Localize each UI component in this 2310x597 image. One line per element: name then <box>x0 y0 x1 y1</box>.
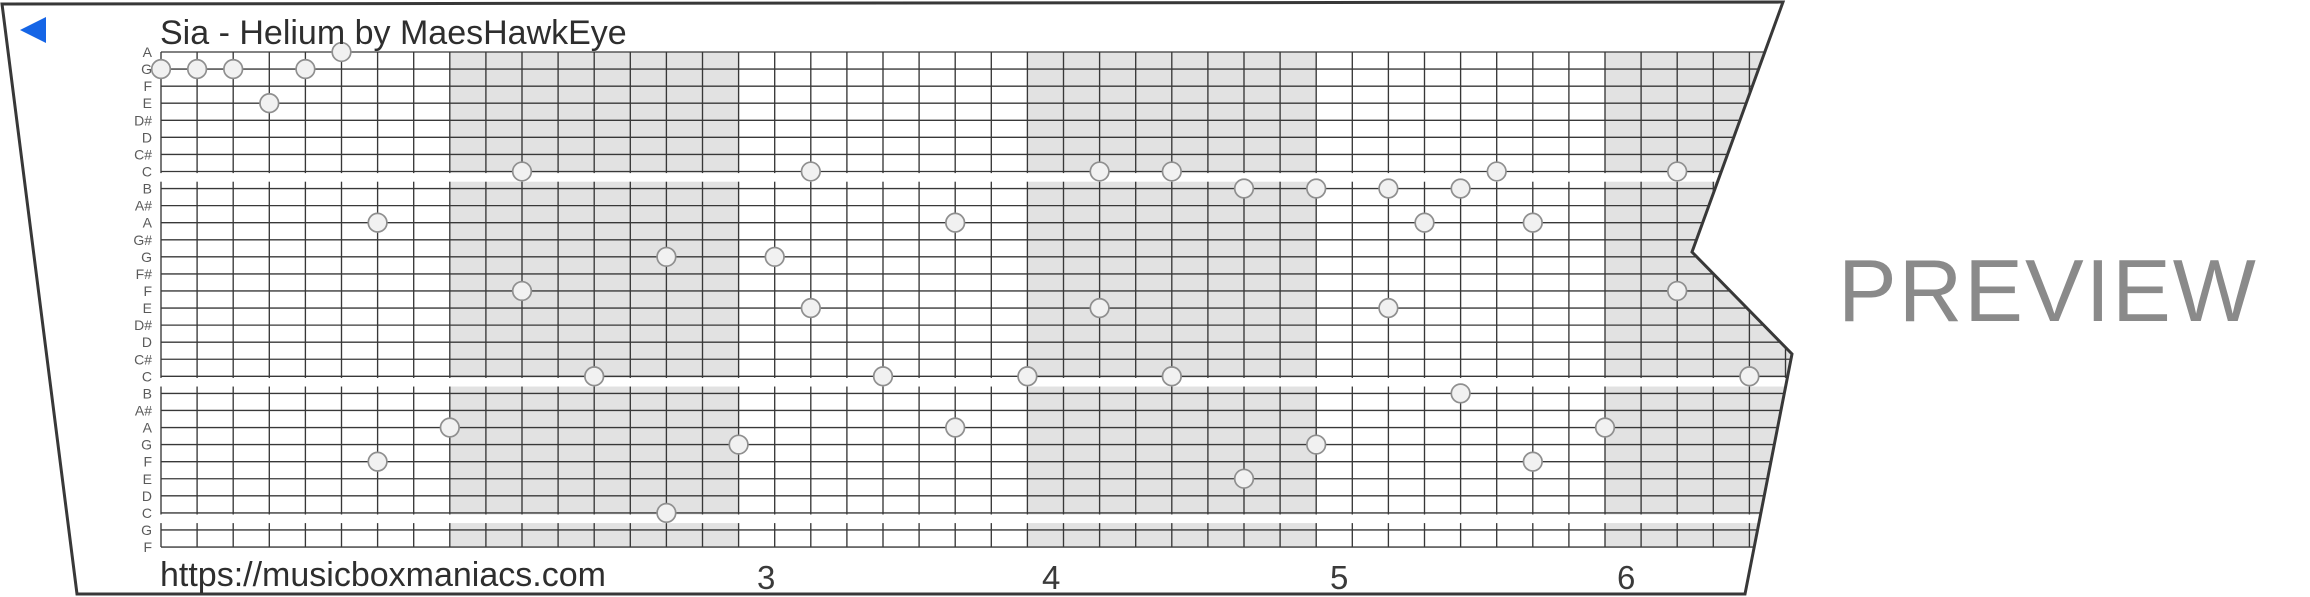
strip-paper <box>2 2 1792 594</box>
preview-watermark: PREVIEW <box>1838 241 2258 340</box>
note-f <box>511 280 533 302</box>
note-c <box>1667 161 1688 182</box>
row-label-c: C <box>142 505 152 521</box>
note-g <box>1306 434 1327 455</box>
row-label-d#: D# <box>134 317 152 333</box>
note-g <box>728 434 749 455</box>
row-label-d: D <box>142 334 152 350</box>
c-row-band <box>159 514 1792 524</box>
row-label-f: F <box>143 78 152 94</box>
row-label-e: E <box>143 95 152 111</box>
note-b <box>1450 178 1471 199</box>
c-row-band <box>159 377 1792 387</box>
note-a <box>945 212 966 233</box>
note-b <box>1306 178 1327 199</box>
note-c <box>1017 366 1038 387</box>
row-label-f: F <box>143 454 152 470</box>
strip-grid <box>2 2 1792 594</box>
note-c <box>584 366 605 387</box>
note-e <box>1378 297 1399 319</box>
note-g <box>295 58 316 80</box>
note-c <box>1089 161 1110 182</box>
note-c <box>800 161 821 182</box>
row-label-g#: G# <box>133 232 152 248</box>
row-label-c#: C# <box>134 351 152 367</box>
note-c <box>1161 366 1182 387</box>
row-label-b: B <box>143 385 152 401</box>
note-a <box>367 212 388 233</box>
note-a <box>945 417 966 438</box>
note-a <box>1414 212 1435 233</box>
note-e <box>1233 468 1255 489</box>
row-label-c: C <box>142 163 152 179</box>
melody-title: Sia - Helium by MaesHawkEye <box>160 14 627 52</box>
note-c <box>656 502 677 524</box>
measure-numbers: 3 4 5 6 <box>757 559 1635 596</box>
row-label-g: G <box>141 437 152 453</box>
measure-number-4: 4 <box>1042 559 1060 596</box>
note-c <box>1739 366 1760 387</box>
measure-number-3: 3 <box>757 559 775 596</box>
row-label-e: E <box>143 300 152 316</box>
row-label-d#: D# <box>134 112 152 128</box>
row-label-d: D <box>142 488 152 504</box>
site-url: https://musicboxmaniacs.com <box>160 556 606 594</box>
note-a <box>1522 212 1543 233</box>
row-label-f: F <box>143 283 152 299</box>
note-b <box>1378 178 1399 199</box>
row-label-a#: A# <box>135 198 152 214</box>
note-e <box>800 297 821 319</box>
row-label-e: E <box>143 471 152 487</box>
row-label-g: G <box>141 249 152 265</box>
measure-number-6: 6 <box>1617 559 1635 596</box>
note-e <box>1089 297 1110 319</box>
measure-number-5: 5 <box>1330 559 1348 596</box>
note-f <box>1522 451 1543 472</box>
row-label-a: A <box>143 420 153 436</box>
note-b <box>1450 383 1471 404</box>
row-label-g: G <box>141 61 152 77</box>
note-c <box>511 161 533 182</box>
row-label-d: D <box>142 129 152 145</box>
row-label-b: B <box>143 181 152 197</box>
note-g <box>764 246 785 267</box>
note-g <box>186 58 208 80</box>
note-c <box>1161 161 1182 182</box>
note-c <box>1486 161 1507 182</box>
note-f <box>1667 280 1688 302</box>
note-a <box>331 41 352 63</box>
row-label-a: A <box>143 215 153 231</box>
note-g <box>656 246 677 267</box>
row-label-a#: A# <box>135 402 152 418</box>
play-direction-icon <box>20 17 46 43</box>
note-f <box>367 451 388 472</box>
row-label-a: A <box>143 44 153 60</box>
row-label-g: G <box>141 522 152 538</box>
note-b <box>1233 178 1255 199</box>
note-e <box>259 93 280 114</box>
note-a <box>439 417 460 438</box>
note-a <box>1594 417 1616 438</box>
note-c <box>872 366 894 387</box>
row-label-c: C <box>142 368 152 384</box>
note-g <box>223 58 244 80</box>
note-g <box>150 58 172 80</box>
strip-outline <box>0 0 1794 596</box>
row-label-c#: C# <box>134 146 152 162</box>
row-label-f#: F# <box>136 266 153 282</box>
c-row-band <box>159 173 1792 182</box>
row-label-f: F <box>143 539 152 555</box>
